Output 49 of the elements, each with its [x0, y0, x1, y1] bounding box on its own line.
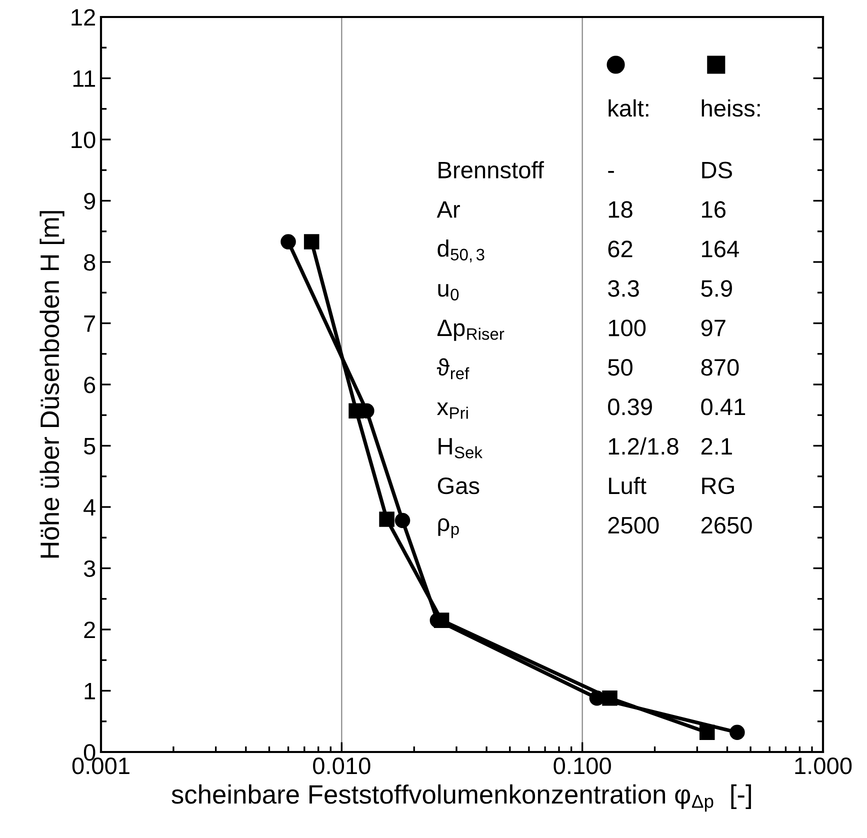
- annotation: 62: [608, 240, 632, 258]
- annotation: d$_{50,3}$: [438, 239, 484, 262]
- y-tick-label: 12: [72, 9, 95, 26]
- annotation: 1.2/1.8: [608, 437, 678, 455]
- y-tick-label: 5: [84, 438, 96, 455]
- annotation: 2500: [608, 516, 659, 534]
- annotation: 18: [608, 201, 632, 218]
- x-axis-title: scheinbare Feststoffvolumenkonzentration φ$_{Δp}$ [-]: [172, 784, 751, 812]
- annotation: Δp$_{Riser}$: [437, 320, 504, 341]
- legend-label: kalt:: [608, 99, 648, 117]
- annotation: Brennstoff: [438, 161, 544, 178]
- annotation: 97: [701, 320, 726, 336]
- y-tick-label: 7: [84, 316, 95, 332]
- annotation: 100: [608, 320, 646, 336]
- x-tick-label: 0.100: [554, 757, 611, 774]
- annotation: Gas: [438, 477, 480, 494]
- annotation: Luft: [609, 476, 646, 494]
- y-tick-label: 3: [84, 560, 96, 578]
- y-tick-label: 2: [84, 622, 95, 638]
- legend-label: heiss:: [702, 99, 760, 117]
- annotation: 5.9: [701, 280, 732, 297]
- annotation: 50: [608, 359, 632, 376]
- annotation: 2.1: [701, 438, 732, 454]
- annotation: DS: [702, 162, 732, 178]
- annotation: u$_{0}$: [438, 284, 459, 300]
- x-tick-label: 1.000: [795, 757, 852, 774]
- annotation: x$_{Pri}$: [436, 402, 468, 419]
- y-tick-label: 8: [84, 254, 96, 271]
- annotation: -: [608, 170, 614, 173]
- annotation: 16: [702, 201, 726, 218]
- annotation: RG: [702, 477, 734, 494]
- y-axis-title: Höhe über Düsenboden H [m]: [40, 211, 64, 558]
- y-tick-label: 11: [73, 70, 95, 87]
- annotation: ϑ$_{ref}$: [436, 358, 470, 380]
- x-tick-label: 0.010: [313, 757, 370, 774]
- y-tick-label: 9: [84, 192, 96, 210]
- y-tick-label: 1: [84, 683, 95, 700]
- annotation: 0.41: [701, 398, 746, 416]
- y-tick-label: 10: [72, 132, 96, 148]
- annotation: 3.3: [608, 280, 639, 297]
- annotation: ρ$_{p}$: [438, 518, 459, 538]
- y-tick-label: 4: [84, 499, 96, 516]
- annotation: 164: [702, 240, 739, 258]
- annotation: 2650: [701, 516, 752, 534]
- annotation: 870: [701, 359, 739, 376]
- y-tick-label: 6: [84, 376, 96, 394]
- annotation: H$_{Sek}$: [438, 438, 482, 458]
- annotation: 0.39: [608, 398, 652, 416]
- annotation: Ar: [436, 201, 460, 218]
